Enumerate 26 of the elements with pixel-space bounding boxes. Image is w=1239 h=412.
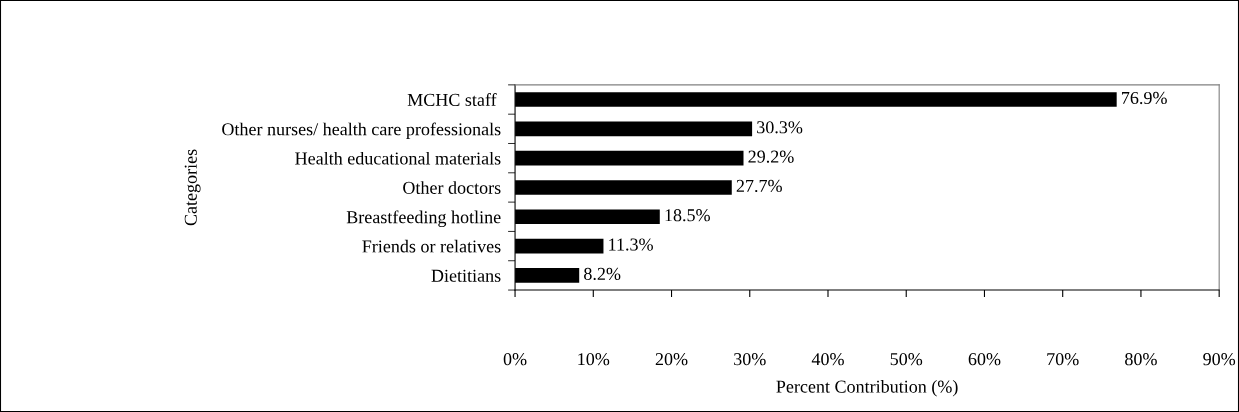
data-label: 8.2% [584,267,621,280]
data-label: 27.7% [736,179,782,193]
data-label: 76.9% [1122,91,1167,105]
x-tick-label: 20% [655,353,688,366]
x-tick-label: 10% [578,353,610,366]
x-tick-label: 40% [811,353,844,366]
data-label: 30.3% [757,121,803,134]
y-tick-label: MCHC staff [407,93,497,106]
x-tick-label: 50% [890,353,923,366]
y-tick-label: Friends or relatives [362,239,501,253]
x-tick-label: 0% [503,353,527,366]
y-tick-label: Health educational materials [295,151,501,165]
data-label: 29.2% [748,150,794,163]
data-label: 11.3% [609,238,653,251]
y-tick-label: Breastfeeding hotline [346,210,501,228]
x-axis-title: Percent Contribution (%) [776,380,958,397]
x-tick-label: 80% [1125,353,1157,366]
y-tick-label: Other nurses/ health care professionals [222,122,501,140]
x-tick-label: 90% [1203,353,1236,366]
x-tick-label: 60% [968,353,1001,366]
y-axis-title: Categories [184,149,201,226]
x-tick-label: 30% [734,353,766,366]
x-tick-label: 70% [1047,353,1079,366]
y-tick-label: Other doctors [403,181,501,194]
data-label: 18.5% [665,209,710,222]
y-tick-label: Dietitians [431,269,501,282]
